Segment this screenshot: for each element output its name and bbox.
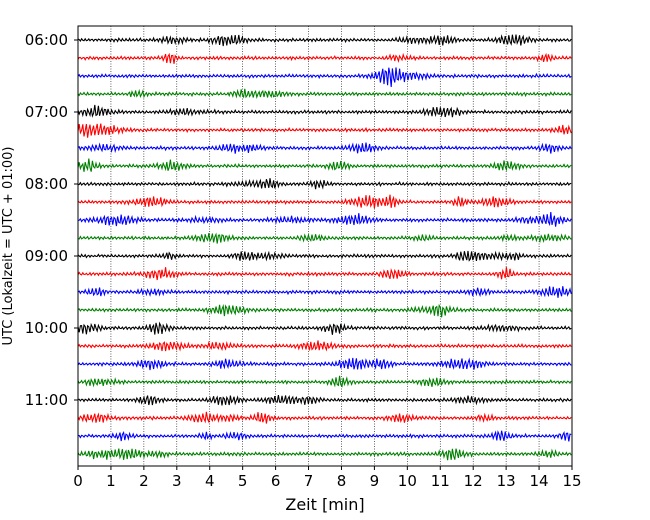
y-tick-label: 11:00 xyxy=(25,391,68,409)
x-tick-label: 14 xyxy=(530,472,549,490)
x-tick-label: 12 xyxy=(464,472,483,490)
trace-06:15 xyxy=(77,52,572,64)
x-tick-label: 10 xyxy=(398,472,417,490)
plot-frame xyxy=(77,25,573,467)
x-tick-label: 15 xyxy=(562,472,581,490)
x-tick-label: 2 xyxy=(139,472,149,490)
trace-10:15 xyxy=(77,340,572,352)
trace-07:15 xyxy=(77,123,572,138)
trace-10:00 xyxy=(77,321,572,335)
trace-11:45 xyxy=(77,448,572,461)
x-tick-label: 8 xyxy=(337,472,347,490)
x-tick-label: 6 xyxy=(271,472,281,490)
trace-08:00 xyxy=(77,178,572,190)
x-tick-label: 11 xyxy=(431,472,450,490)
trace-11:00 xyxy=(77,394,572,406)
x-tick-label: 4 xyxy=(205,472,215,490)
trace-11:30 xyxy=(77,429,572,442)
x-tick-label: 9 xyxy=(370,472,380,490)
trace-10:45 xyxy=(77,375,572,388)
x-tick-label: 1 xyxy=(106,472,116,490)
x-tick-label: 5 xyxy=(238,472,248,490)
trace-06:30 xyxy=(77,67,572,88)
trace-09:15 xyxy=(77,267,572,281)
grid xyxy=(110,26,540,466)
x-tick-label: 0 xyxy=(73,472,83,490)
y-tick-label: 06:00 xyxy=(25,31,68,49)
x-axis-label: Zeit [min] xyxy=(285,495,364,514)
y-tick-label: 09:00 xyxy=(25,247,68,265)
trace-09:00 xyxy=(77,250,572,262)
trace-08:15 xyxy=(77,194,572,209)
trace-08:45 xyxy=(77,232,572,244)
y-tick-label: 08:00 xyxy=(25,175,68,193)
y-axis-label: UTC (Lokalzeit = UTC + 01:00) xyxy=(1,147,16,346)
x-axis: 0 1 2 3 4 5 6 7 8 9 10 11 12 13 14 15 xyxy=(73,466,582,490)
trace-11:15 xyxy=(77,411,572,424)
trace-07:45 xyxy=(77,158,572,172)
x-tick-label: 7 xyxy=(304,472,314,490)
y-tick-label: 07:00 xyxy=(25,103,68,121)
trace-07:30 xyxy=(77,142,572,154)
trace-10:30 xyxy=(77,357,572,371)
y-tick-label: 10:00 xyxy=(25,319,68,337)
trace-06:45 xyxy=(77,88,572,99)
trace-07:00 xyxy=(77,104,572,118)
trace-09:30 xyxy=(77,286,572,298)
traces xyxy=(77,34,572,461)
trace-09:45 xyxy=(77,303,572,318)
x-tick-label: 3 xyxy=(172,472,182,490)
y-axis: 06:00 07:00 08:00 09:00 10:00 11:00 xyxy=(25,31,78,409)
trace-08:30 xyxy=(77,212,572,227)
trace-06:00 xyxy=(77,34,572,47)
x-tick-label: 13 xyxy=(497,472,516,490)
